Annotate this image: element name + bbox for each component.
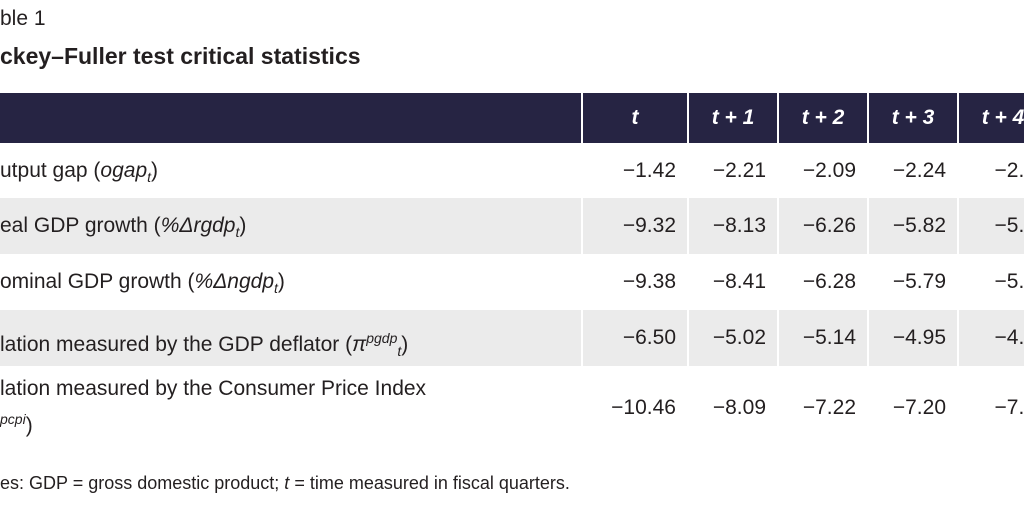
cell-value: −1.42 (622, 159, 676, 182)
cell-value: −9.32 (622, 214, 676, 237)
column-header: t + 4 (981, 106, 1024, 129)
note-italic: t (284, 473, 290, 493)
label-italic: ogap (100, 159, 148, 182)
label-text: lation measured by the Consumer Price In… (0, 377, 427, 400)
row-label: eal GDP growth (%Δrgdpt) (0, 198, 246, 254)
cell-value: −7.20 (892, 396, 946, 419)
cell-value: −2.09 (802, 159, 856, 182)
cell-value: −5.79 (892, 270, 946, 293)
table-title: ckey–Fuller test critical statistics (0, 43, 361, 69)
label-text: ) (401, 333, 409, 356)
header-bar (0, 93, 1024, 143)
cell-value: −6.26 (802, 214, 856, 237)
row-label: lation measured by the Consumer Price In… (0, 374, 426, 441)
label-text: lation measured by the GDP deflator ( (0, 333, 353, 356)
label-text: ) (25, 414, 33, 437)
note-text: = time measured in fiscal quarters. (289, 473, 570, 493)
row-background (0, 366, 1024, 450)
row-background (0, 143, 1024, 198)
label-sup: pcpi (0, 411, 26, 427)
label-italic: %Δrgdp (160, 214, 236, 237)
column-divider (867, 93, 869, 450)
column-divider (777, 93, 779, 450)
label-italic: π (352, 333, 367, 356)
cell-value: −5.82 (892, 214, 946, 237)
cell-value: −8.09 (712, 396, 766, 419)
label-text: ) (151, 159, 159, 182)
cell-value: −7.22 (802, 396, 856, 419)
label-text: ) (277, 270, 285, 293)
row-label: lation measured by the GDP deflator (πpg… (0, 310, 408, 366)
cell-value: −5.14 (802, 326, 856, 349)
note-text: es: GDP = gross domestic product; (0, 473, 285, 493)
cell-value: −8.13 (712, 214, 766, 237)
label-sup: pgdp (366, 330, 398, 346)
row-background (0, 254, 1024, 310)
row-background (0, 310, 1024, 366)
cell-value: −9.38 (622, 270, 676, 293)
cell-value: −6.50 (622, 326, 676, 349)
cell-value: −2.24 (892, 159, 946, 182)
cell-value: −5.02 (712, 326, 766, 349)
label-text: ) (239, 214, 247, 237)
label-sub: t (147, 169, 152, 186)
column-header: t + 3 (891, 106, 935, 129)
cell-value: −10.46 (611, 396, 676, 419)
cell-value: −7.3 (994, 396, 1024, 419)
column-divider (687, 93, 689, 450)
cell-value: −5.6 (994, 214, 1024, 237)
row-background (0, 198, 1024, 254)
label-text: utput gap ( (0, 159, 101, 182)
row-label: ominal GDP growth (%Δngdpt) (0, 254, 285, 310)
table-note: es: GDP = gross domestic product; t = ti… (0, 473, 570, 494)
column-divider (957, 93, 959, 450)
column-header: t (631, 106, 639, 129)
column-header: t + 2 (801, 106, 845, 129)
row-label: utput gap (ogapt) (0, 143, 158, 198)
cell-value: −4.5 (994, 326, 1024, 349)
cell-value: −8.41 (712, 270, 766, 293)
label-sub: t (274, 280, 278, 297)
label-text: ominal GDP growth ( (0, 270, 195, 293)
cell-value: −4.95 (892, 326, 946, 349)
column-header: t + 1 (711, 106, 755, 129)
label-text: eal GDP growth ( (0, 214, 161, 237)
label-sub: t (235, 224, 240, 241)
table-label: ble 1 (0, 7, 46, 30)
column-divider (581, 93, 583, 450)
cell-value: −2.2 (994, 159, 1024, 182)
cell-value: −5.5 (994, 270, 1024, 293)
label-sub: t (397, 343, 402, 360)
label-italic: %Δngdp (194, 270, 275, 293)
cell-value: −2.21 (712, 159, 766, 182)
cell-value: −6.28 (802, 270, 856, 293)
